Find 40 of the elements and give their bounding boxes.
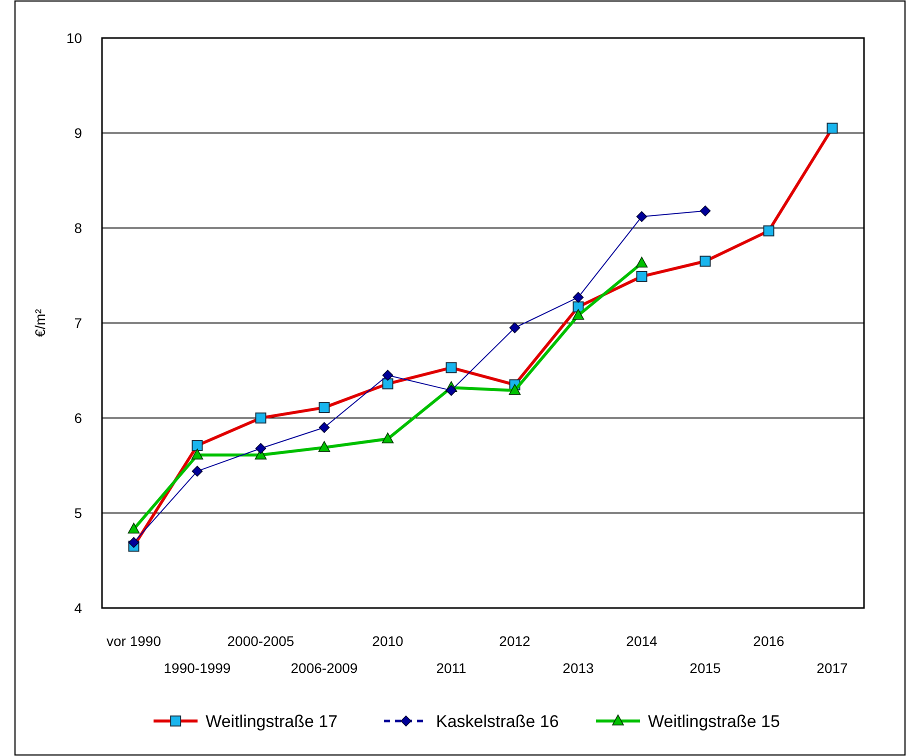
point — [192, 466, 203, 477]
point — [382, 370, 394, 381]
y-tick-label: 9 — [74, 124, 82, 141]
point — [446, 385, 457, 396]
x-tick-label: 2011 — [436, 660, 467, 676]
x-tick-label: 2006-2009 — [290, 660, 358, 676]
point — [318, 441, 330, 452]
x-tick-label: 2017 — [816, 660, 848, 676]
y-tick-label: 5 — [74, 504, 82, 521]
point — [382, 432, 394, 444]
point — [572, 292, 584, 303]
x-tick-label: 2010 — [372, 633, 404, 649]
x-tick-label: 2012 — [499, 633, 531, 649]
point — [509, 322, 520, 334]
x-tick-label: 2016 — [753, 633, 785, 649]
point — [191, 448, 204, 460]
x-tick-label: vor 1990 — [106, 633, 162, 649]
x-tick-label: 2015 — [690, 660, 722, 676]
point — [700, 206, 711, 216]
x-tick-label: 2000-2005 — [227, 633, 294, 649]
legend-label: Weitlingstraße 15 — [648, 712, 780, 731]
x-tick-label: 1990-1999 — [164, 660, 231, 676]
point — [508, 384, 521, 395]
legend-label: Weitlingstraße 17 — [206, 712, 338, 731]
point — [636, 211, 648, 222]
x-tick-label: 2013 — [562, 660, 594, 676]
point — [636, 256, 648, 268]
point — [572, 309, 584, 320]
x-tick-label: 2014 — [626, 633, 658, 649]
legend-label: Kaskelstraße 16 — [436, 712, 559, 731]
y-tick-label: 8 — [74, 220, 82, 236]
point — [255, 443, 266, 454]
point — [318, 422, 330, 433]
y-tick-label: 6 — [74, 410, 82, 426]
y-tick-label: 4 — [74, 600, 82, 616]
y-tick-label: 7 — [74, 314, 82, 331]
y-axis-title: €/m² — [32, 308, 48, 337]
point — [128, 537, 140, 548]
point — [128, 522, 140, 534]
y-tick-label: 10 — [66, 30, 82, 46]
